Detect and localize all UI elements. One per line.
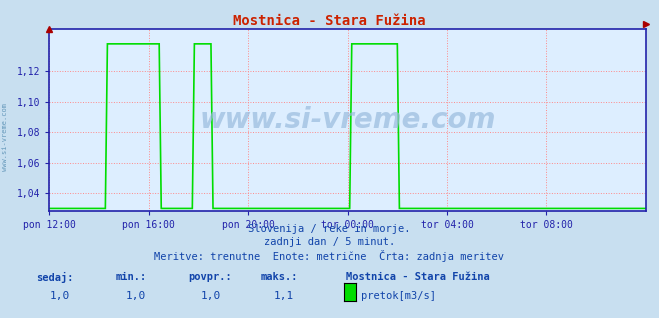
Text: pretok[m3/s]: pretok[m3/s] <box>361 291 436 301</box>
Text: 1,0: 1,0 <box>125 291 146 301</box>
Text: 1,1: 1,1 <box>273 291 294 301</box>
Text: Mostnica - Stara Fužina: Mostnica - Stara Fužina <box>233 14 426 28</box>
Text: sedaj:: sedaj: <box>36 272 74 283</box>
Text: www.si-vreme.com: www.si-vreme.com <box>2 103 9 171</box>
Text: www.si-vreme.com: www.si-vreme.com <box>200 106 496 134</box>
Text: min.:: min.: <box>115 272 146 282</box>
Text: zadnji dan / 5 minut.: zadnji dan / 5 minut. <box>264 237 395 247</box>
Text: Meritve: trenutne  Enote: metrične  Črta: zadnja meritev: Meritve: trenutne Enote: metrične Črta: … <box>154 250 505 262</box>
Text: maks.:: maks.: <box>260 272 298 282</box>
Text: povpr.:: povpr.: <box>188 272 231 282</box>
Text: Mostnica - Stara Fužina: Mostnica - Stara Fužina <box>346 272 490 282</box>
Text: 1,0: 1,0 <box>201 291 221 301</box>
Text: 1,0: 1,0 <box>49 291 70 301</box>
Text: Slovenija / reke in morje.: Slovenija / reke in morje. <box>248 224 411 234</box>
